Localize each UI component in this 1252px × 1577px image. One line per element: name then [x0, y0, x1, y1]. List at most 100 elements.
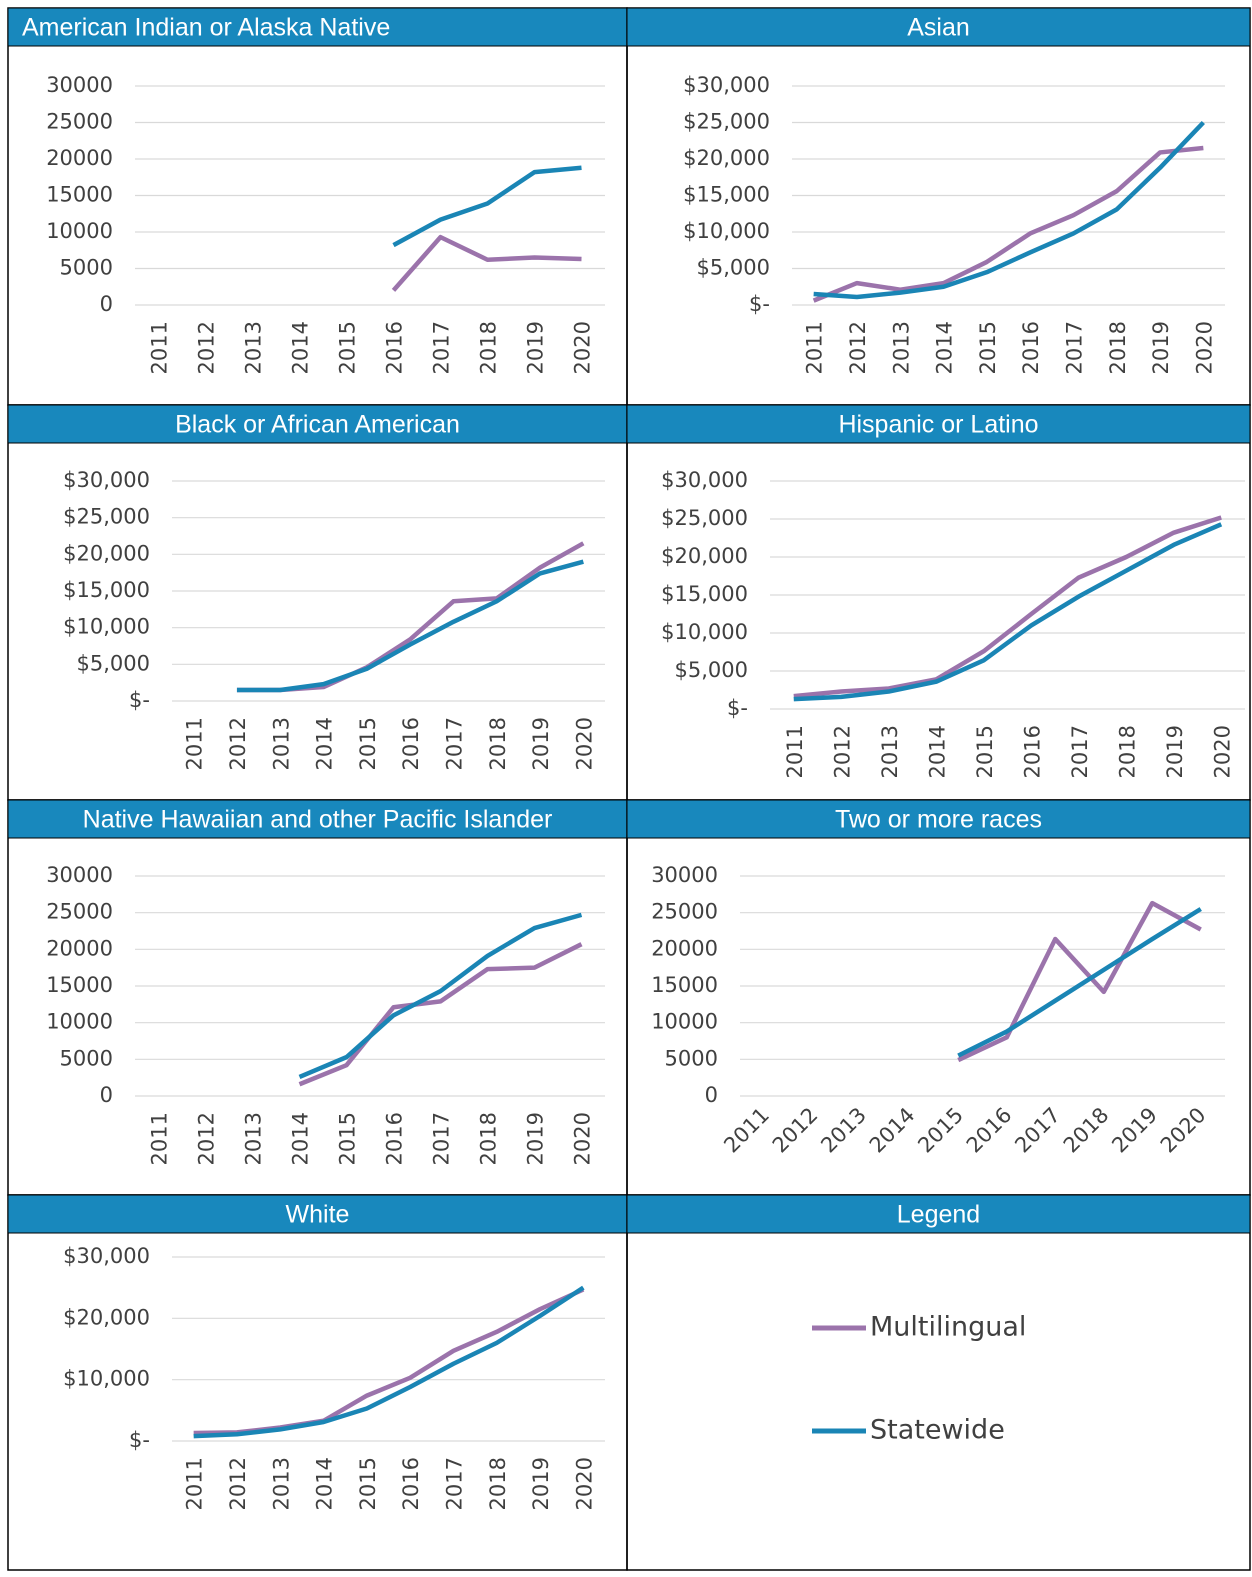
- y-tick-label: $30,000: [661, 468, 748, 492]
- x-tick-label: 2016: [962, 1103, 1017, 1158]
- x-tick-label: 2020: [1192, 321, 1216, 374]
- legend-label: Multilingual: [870, 1312, 1026, 1343]
- chart-title: Two or more races: [835, 806, 1042, 834]
- chart-title: American Indian or Alaska Native: [22, 14, 390, 42]
- x-tick-label: 2015: [336, 321, 360, 374]
- chart-title: Native Hawaiian and other Pacific Island…: [83, 806, 553, 834]
- x-tick-label: 2017: [430, 321, 454, 374]
- x-tick-label: 2013: [242, 1112, 266, 1165]
- chart-title: Asian: [907, 14, 970, 42]
- panel-header: [626, 7, 1251, 47]
- y-tick-label: 0: [100, 292, 113, 316]
- legend-label: Statewide: [870, 1415, 1005, 1446]
- legend-title: Legend: [897, 1201, 980, 1229]
- x-tick-label: 2014: [313, 717, 337, 770]
- x-tick-label: 2016: [399, 717, 423, 770]
- series-line: [193, 1287, 585, 1436]
- chart-title: Hispanic or Latino: [838, 411, 1038, 439]
- panel-header: [626, 404, 1251, 444]
- x-tick-label: 2016: [399, 1457, 423, 1510]
- x-tick-label: 2019: [1149, 321, 1173, 374]
- x-tick-label: 2019: [529, 717, 553, 770]
- y-tick-label: 15000: [46, 183, 113, 207]
- y-tick-label: $5,000: [77, 651, 150, 675]
- x-tick-label: 2017: [442, 1457, 466, 1510]
- x-tick-label: 2017: [442, 717, 466, 770]
- y-tick-label: 10000: [46, 219, 113, 243]
- x-tick-label: 2014: [865, 1103, 920, 1158]
- x-tick-label: 2014: [289, 1112, 313, 1165]
- x-tick-label: 2017: [1062, 321, 1086, 374]
- y-tick-label: 0: [100, 1083, 113, 1107]
- x-tick-label: 2016: [383, 321, 407, 374]
- x-tick-label: 2018: [486, 717, 510, 770]
- y-tick-label: 15000: [651, 973, 718, 997]
- x-tick-label: 2012: [768, 1103, 823, 1158]
- series-line: [298, 942, 583, 1087]
- y-tick-label: 30000: [46, 863, 113, 887]
- y-tick-label: 30000: [651, 863, 718, 887]
- x-tick-label: 2012: [195, 321, 219, 374]
- series-line: [392, 165, 582, 248]
- y-tick-label: $15,000: [63, 578, 150, 602]
- series-line: [236, 541, 585, 693]
- series-line: [957, 900, 1202, 1063]
- series-line: [193, 1285, 585, 1439]
- x-tick-label: 2012: [195, 1112, 219, 1165]
- x-tick-label: 2015: [336, 1112, 360, 1165]
- series-line: [298, 912, 583, 1080]
- y-tick-label: $30,000: [63, 468, 150, 492]
- x-tick-label: 2018: [1106, 321, 1130, 374]
- x-tick-label: 2017: [1068, 725, 1092, 778]
- chart-title: Black or African American: [175, 411, 460, 439]
- y-tick-label: $10,000: [683, 219, 770, 243]
- x-tick-label: 2014: [933, 321, 957, 374]
- x-tick-label: 2014: [313, 1457, 337, 1510]
- panel-header: [626, 799, 1251, 839]
- y-tick-label: 25000: [46, 900, 113, 924]
- y-tick-label: 10000: [46, 1010, 113, 1034]
- y-tick-label: 5000: [60, 256, 113, 280]
- panel-header: [7, 799, 628, 839]
- panel-header: [7, 404, 628, 444]
- x-tick-label: 2011: [183, 717, 207, 770]
- series-line: [391, 234, 582, 292]
- x-tick-label: 2017: [430, 1112, 454, 1165]
- x-tick-label: 2013: [889, 321, 913, 374]
- x-tick-label: 2012: [830, 725, 854, 778]
- y-tick-label: 10000: [651, 1010, 718, 1034]
- series-line: [812, 145, 1204, 303]
- y-tick-label: $10,000: [63, 1367, 150, 1391]
- x-tick-label: 2016: [1020, 725, 1044, 778]
- x-tick-label: 2020: [1156, 1103, 1211, 1158]
- series-line: [813, 120, 1205, 300]
- x-tick-label: 2011: [803, 321, 827, 374]
- y-tick-label: 5000: [60, 1046, 113, 1070]
- x-tick-label: 2013: [816, 1103, 871, 1158]
- x-tick-label: 2020: [1210, 725, 1234, 778]
- x-tick-label: 2019: [524, 321, 548, 374]
- y-tick-label: $-: [129, 688, 150, 712]
- y-tick-label: $25,000: [661, 506, 748, 530]
- x-tick-label: 2015: [356, 717, 380, 770]
- x-tick-label: 2013: [269, 1457, 293, 1510]
- x-tick-label: 2018: [1059, 1103, 1114, 1158]
- y-tick-label: 25000: [46, 110, 113, 134]
- x-tick-label: 2017: [1010, 1103, 1065, 1158]
- chart-title: White: [286, 1201, 350, 1229]
- y-tick-label: 5000: [665, 1046, 718, 1070]
- x-tick-label: 2013: [878, 725, 902, 778]
- x-tick-label: 2018: [1115, 725, 1139, 778]
- x-tick-label: 2020: [571, 321, 595, 374]
- x-tick-label: 2018: [477, 1112, 501, 1165]
- x-tick-label: 2011: [148, 321, 172, 374]
- x-tick-label: 2012: [846, 321, 870, 374]
- x-tick-label: 2019: [529, 1457, 553, 1510]
- x-tick-label: 2019: [1163, 725, 1187, 778]
- x-tick-label: 2014: [925, 725, 949, 778]
- x-tick-label: 2018: [477, 321, 501, 374]
- x-tick-label: 2018: [486, 1457, 510, 1510]
- x-tick-label: 2015: [913, 1103, 968, 1158]
- y-tick-label: $20,000: [63, 541, 150, 565]
- x-tick-label: 2015: [976, 321, 1000, 374]
